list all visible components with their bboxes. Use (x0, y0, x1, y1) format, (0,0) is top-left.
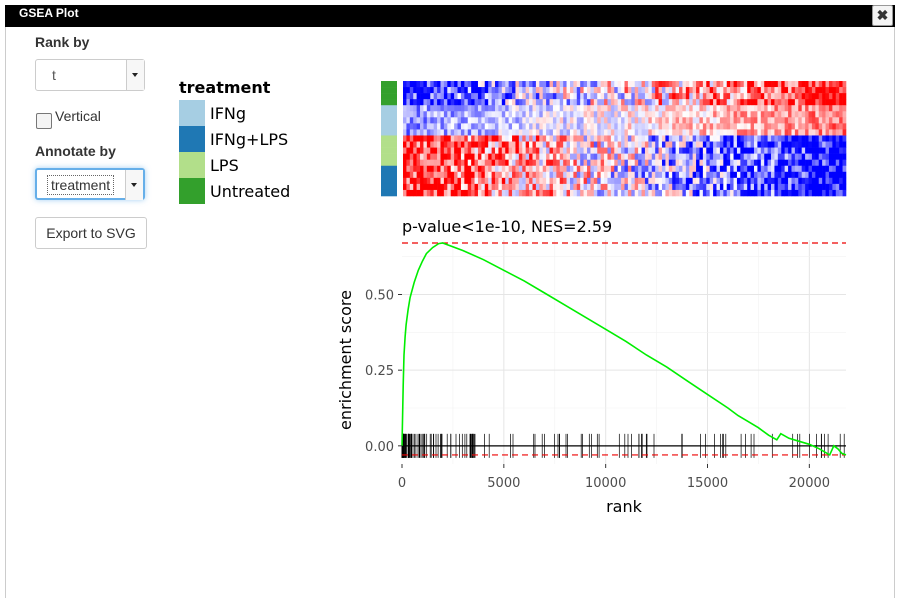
annotate-by-select[interactable]: treatment (35, 168, 145, 200)
close-button[interactable]: ✖ (872, 5, 893, 26)
window-titlebar: GSEA Plot ✖ (5, 5, 895, 27)
vertical-checkbox[interactable] (36, 113, 52, 129)
dialog-frame (5, 27, 895, 598)
export-svg-button[interactable]: Export to SVG (35, 217, 147, 249)
rank-by-select[interactable]: t (35, 59, 145, 91)
chevron-down-icon[interactable] (125, 170, 143, 200)
annotate-by-label: Annotate by (35, 143, 116, 159)
vertical-label: Vertical (55, 108, 101, 124)
rank-by-value: t (52, 67, 56, 83)
chevron-down-icon[interactable] (126, 60, 144, 90)
rank-by-label: Rank by (35, 34, 90, 50)
annotate-by-value: treatment (47, 175, 115, 195)
close-icon: ✖ (876, 7, 889, 23)
window-title: GSEA Plot (19, 6, 79, 20)
